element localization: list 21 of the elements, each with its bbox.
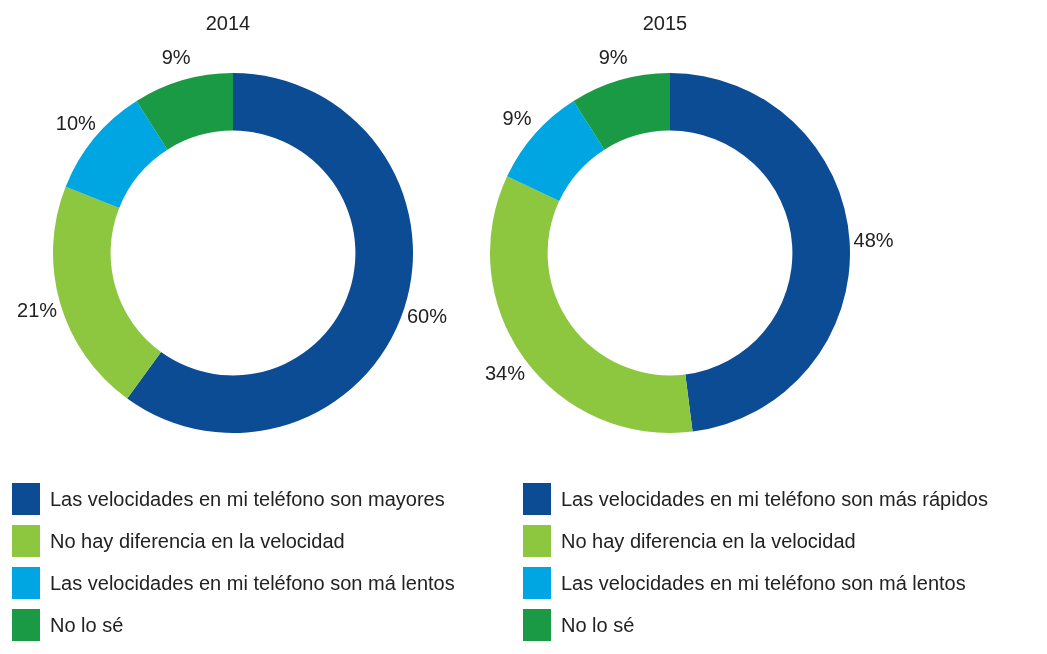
legend-label: Las velocidades en mi teléfono son má lentos (561, 571, 966, 595)
data-label: 9% (161, 46, 191, 69)
donut-slice (670, 73, 850, 432)
legend-label: No hay diferencia en la velocidad (561, 529, 856, 553)
data-label: 21% (17, 298, 58, 321)
chart-title: 2014 (204, 11, 252, 36)
legend-label: Las velocidades en mi teléfono son mayores (50, 487, 445, 511)
legend-label: No hay diferencia en la velocidad (50, 529, 345, 553)
data-label: 34% (484, 361, 526, 384)
data-label: 60% (407, 305, 448, 328)
donut-slice (573, 73, 670, 150)
data-label: 9% (598, 46, 628, 69)
legend-label: No lo sé (50, 613, 124, 637)
data-label: 48% (853, 229, 894, 252)
donut-slice (136, 73, 233, 150)
legend-label: Las velocidades en mi teléfono son má lentos (50, 571, 455, 595)
data-label: 9% (502, 107, 532, 130)
legend-label: Las velocidades en mi teléfono son más rápidos (561, 487, 988, 511)
chart-title: 2015 (641, 11, 689, 36)
data-label: 10% (55, 111, 97, 134)
legend-label: No lo sé (561, 613, 635, 637)
